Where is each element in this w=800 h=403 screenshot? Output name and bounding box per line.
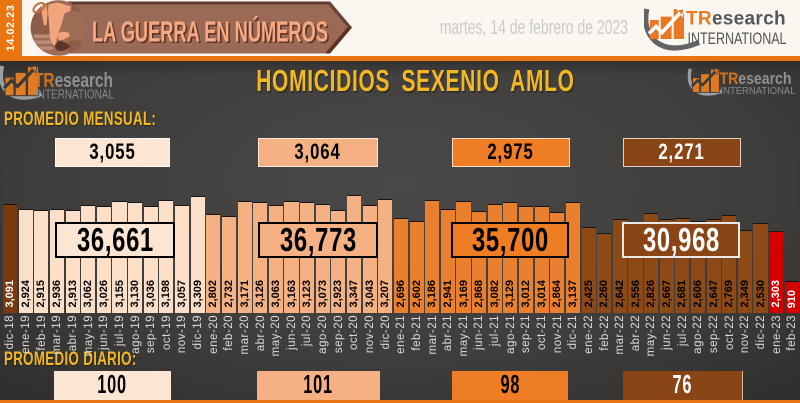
- svg-text:LA GUERRA EN NÚMEROS: LA GUERRA EN NÚMEROS: [92, 15, 328, 49]
- svg-text:TResearch: TResearch: [686, 9, 786, 30]
- svg-text:LA GUERRA EN NÚMEROS: LA GUERRA EN NÚMEROS: [94, 16, 330, 50]
- svg-text:INTERNATIONAL: INTERNATIONAL: [721, 85, 796, 97]
- svg-text:TResearch: TResearch: [720, 70, 792, 88]
- svg-text:TResearch: TResearch: [34, 69, 113, 92]
- svg-text:INTERNATIONAL: INTERNATIONAL: [35, 88, 114, 102]
- svg-text:INTERNATIONAL: INTERNATIONAL: [688, 30, 787, 48]
